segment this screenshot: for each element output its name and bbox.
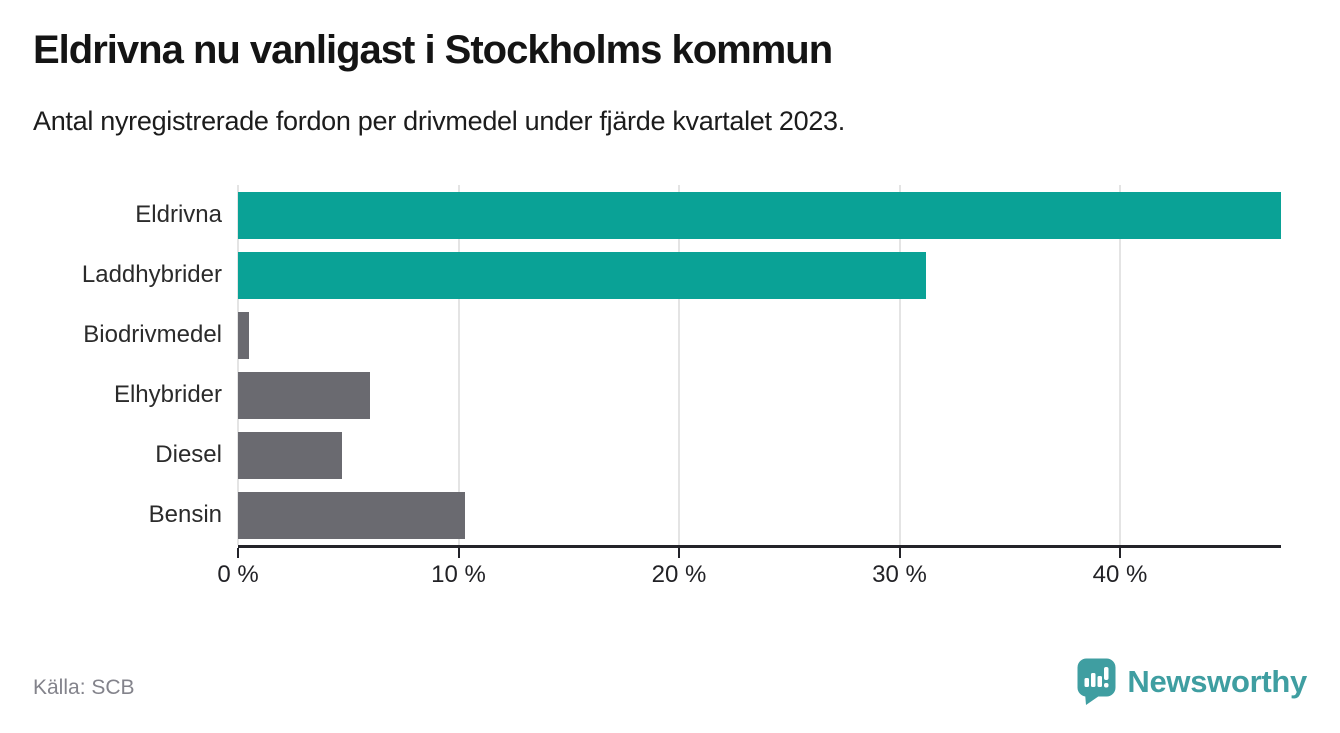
bar	[238, 491, 466, 539]
category-label: Biodrivmedel	[83, 321, 222, 348]
gridline	[457, 185, 460, 545]
page-subtitle: Antal nyregistrerade fordon per drivmede…	[33, 106, 845, 136]
axis-tick-label: 10 %	[431, 561, 486, 588]
bar	[238, 191, 1281, 239]
axis-tick-label: 0 %	[217, 561, 259, 588]
axis-tick	[1119, 548, 1122, 558]
gridline	[678, 185, 680, 545]
page-title: Eldrivna nu vanligast i Stockholms kommu…	[33, 28, 833, 72]
category-label: Elhybrider	[113, 381, 222, 408]
bar	[238, 371, 371, 419]
bar	[238, 251, 926, 299]
gridline	[1119, 185, 1122, 545]
bar-chart: Eldrivna Laddhybrider Biodrivmedel Elhybrid…	[33, 185, 1281, 595]
axis-tick	[678, 548, 680, 558]
axis-tick	[237, 548, 239, 558]
x-axis-line	[238, 545, 1281, 548]
bar	[238, 311, 250, 359]
gridline	[898, 185, 901, 545]
category-label: Bensin	[148, 501, 222, 528]
newsworthy-logo: Newsworthy	[1077, 658, 1307, 706]
axis-tick	[898, 548, 901, 558]
category-labels: Eldrivna Laddhybrider Biodrivmedel Elhybrid…	[33, 185, 222, 545]
newsworthy-logo-icon	[1077, 658, 1116, 705]
source-attribution: Källa: SCB	[33, 676, 135, 699]
plot-area: 0 % 10 % 20 % 30 % 40 %	[217, 185, 1281, 588]
category-label: Eldrivna	[135, 201, 222, 228]
bar	[238, 431, 342, 479]
newsworthy-logo-text: Newsworthy	[1127, 664, 1307, 699]
axis-tick-label: 40 %	[1092, 561, 1148, 588]
category-label: Diesel	[155, 441, 222, 468]
category-label: Laddhybrider	[81, 261, 222, 288]
axis-tick-label: 30 %	[872, 561, 927, 588]
axis-tick-label: 20 %	[651, 561, 707, 588]
gridline	[237, 185, 239, 545]
axis-tick	[457, 548, 460, 558]
